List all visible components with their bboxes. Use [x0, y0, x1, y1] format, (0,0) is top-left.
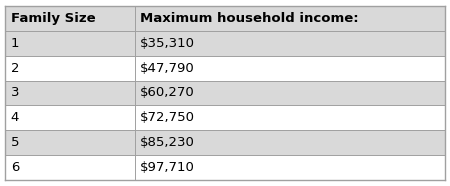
Text: $85,230: $85,230 [140, 137, 195, 150]
Text: 5: 5 [11, 137, 19, 150]
Bar [5, 81, 445, 105]
Text: 1: 1 [11, 36, 19, 49]
Text: 2: 2 [11, 62, 19, 75]
Bar [5, 6, 445, 31]
Text: $47,790: $47,790 [140, 62, 195, 75]
Text: $97,710: $97,710 [140, 161, 195, 174]
Bar [5, 105, 445, 130]
Text: Family Size: Family Size [11, 12, 95, 25]
Text: 4: 4 [11, 111, 19, 124]
Text: $60,270: $60,270 [140, 86, 195, 100]
Text: Maximum household income:: Maximum household income: [140, 12, 359, 25]
Text: $35,310: $35,310 [140, 36, 195, 49]
Text: $72,750: $72,750 [140, 111, 195, 124]
Bar [5, 130, 445, 155]
Text: 3: 3 [11, 86, 19, 100]
Text: 6: 6 [11, 161, 19, 174]
Bar [5, 56, 445, 81]
Bar [5, 31, 445, 56]
Bar [5, 155, 445, 180]
